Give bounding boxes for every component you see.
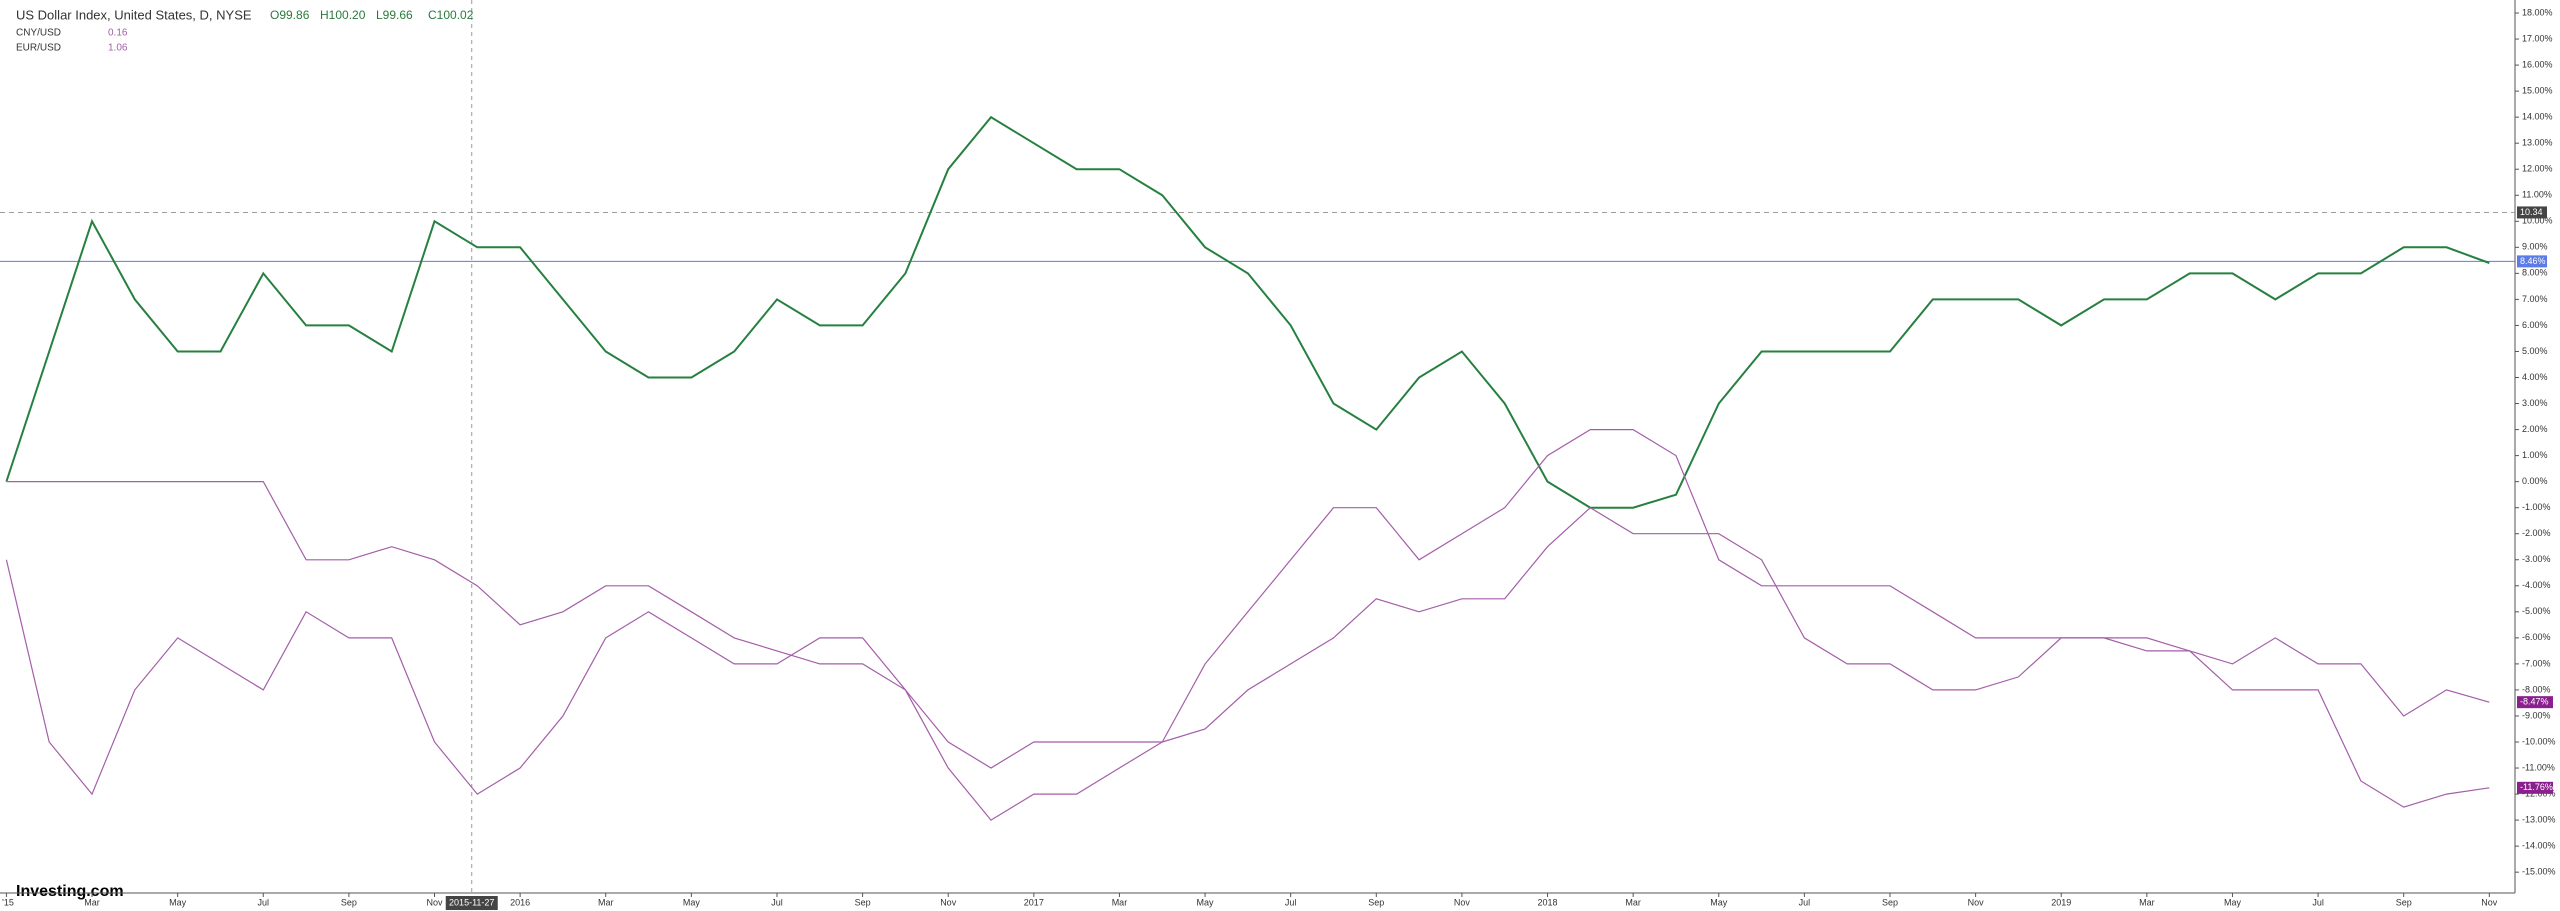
y-tick-label: 8.00% [2522, 268, 2548, 278]
x-tick-label: May [683, 897, 701, 907]
y-tick-label: 16.00% [2522, 59, 2553, 69]
y-tick-label: 13.00% [2522, 138, 2553, 148]
legend-name: EUR/USD [16, 43, 61, 54]
end-label-bg [2517, 696, 2553, 709]
x-tick-label: 2016 [510, 897, 530, 907]
ohlc-value: O99.86 [270, 8, 310, 22]
y-tick-label: 14.00% [2522, 112, 2553, 122]
y-tick-label: 10.00% [2522, 216, 2553, 226]
x-tick-label: May [2224, 897, 2242, 907]
y-tick-label: 15.00% [2522, 85, 2553, 95]
y-tick-label: 4.00% [2522, 372, 2548, 382]
series-line [5, 115, 2490, 509]
x-tick-label: 2017 [1024, 897, 1044, 907]
y-tick-label: 2.00% [2522, 424, 2548, 434]
legend-value: 1.06 [108, 43, 128, 54]
x-tick-label: Nov [2481, 897, 2498, 907]
x-tick-label: Sep [341, 897, 357, 907]
ohlc-value: C100.02 [428, 8, 474, 22]
y-tick-label: 1.00% [2522, 450, 2548, 460]
x-tick-label: Nov [1454, 897, 1471, 907]
crosshair-label-bg [445, 896, 498, 910]
y-tick-label: 5.00% [2522, 346, 2548, 356]
x-tick-label: Jul [771, 897, 783, 907]
y-tick-label: -4.00% [2522, 580, 2551, 590]
y-tick-label: -13.00% [2522, 814, 2556, 824]
end-label-bg [2517, 781, 2553, 794]
logo: Investing.com [16, 883, 124, 900]
x-tick-label: Nov [940, 897, 957, 907]
y-tick-label: 7.00% [2522, 294, 2548, 304]
chart-title: US Dollar Index, United States, D, NYSE [16, 7, 252, 22]
x-tick-label: Mar [1625, 897, 1641, 907]
end-label: -11.76% [2520, 782, 2553, 792]
x-tick-label: Jul [1285, 897, 1297, 907]
x-tick-label: Mar [598, 897, 614, 907]
y-tick-label: -14.00% [2522, 841, 2556, 851]
legend-value: 0.16 [108, 28, 128, 39]
x-tick-label: May [1710, 897, 1728, 907]
y-tick-label: 18.00% [2522, 7, 2553, 17]
price-label-bg [2517, 255, 2547, 268]
y-tick-label: -2.00% [2522, 528, 2551, 538]
x-tick-label: Nov [426, 897, 443, 907]
legend-name: CNY/USD [16, 28, 61, 39]
y-tick-label: 17.00% [2522, 33, 2553, 43]
y-tick-label: -8.00% [2522, 684, 2551, 694]
series-line [5, 429, 2490, 821]
y-tick-label: -15.00% [2522, 867, 2556, 877]
x-tick-label: Jul [2312, 897, 2324, 907]
x-tick-label: May [1197, 897, 1215, 907]
x-tick-label: Sep [1368, 897, 1384, 907]
x-tick-label: Sep [1882, 897, 1898, 907]
x-tick-label: Mar [2139, 897, 2155, 907]
y-tick-label: -3.00% [2522, 554, 2551, 564]
y-tick-label: 12.00% [2522, 164, 2553, 174]
x-tick-label: '15 [2, 897, 14, 907]
price-label: 8.46% [2520, 256, 2546, 266]
price-label-bg [2517, 206, 2547, 219]
x-tick-label: May [169, 897, 187, 907]
y-tick-label: -1.00% [2522, 502, 2551, 512]
x-tick-label: 2019 [2051, 897, 2071, 907]
ohlc-value: H100.20 [320, 8, 366, 22]
y-tick-label: -5.00% [2522, 606, 2551, 616]
y-tick-label: -6.00% [2522, 632, 2551, 642]
y-tick-label: 11.00% [2522, 190, 2552, 200]
x-tick-label: Sep [855, 897, 871, 907]
y-tick-label: 6.00% [2522, 320, 2548, 330]
price-label: 10.34 [2520, 207, 2543, 217]
ohlc-value: L99.66 [376, 8, 413, 22]
x-tick-label: 2018 [1538, 897, 1558, 907]
x-tick-label: Mar [84, 897, 100, 907]
y-tick-label: 9.00% [2522, 242, 2548, 252]
x-tick-label: Jul [258, 897, 270, 907]
y-tick-label: -11.00% [2522, 762, 2555, 772]
y-tick-label: 3.00% [2522, 398, 2548, 408]
x-tick-label: Sep [2396, 897, 2412, 907]
x-tick-label: Mar [1112, 897, 1128, 907]
y-tick-label: -7.00% [2522, 658, 2551, 668]
y-tick-label: -9.00% [2522, 710, 2551, 720]
y-tick-label: -10.00% [2522, 736, 2556, 746]
series-line [6, 481, 2490, 808]
x-tick-label: Nov [1968, 897, 1985, 907]
y-tick-label: 0.00% [2522, 476, 2548, 486]
crosshair-label: 2015-11-27 [449, 897, 494, 907]
end-label: -8.47% [2520, 697, 2549, 707]
x-tick-label: Jul [1799, 897, 1811, 907]
